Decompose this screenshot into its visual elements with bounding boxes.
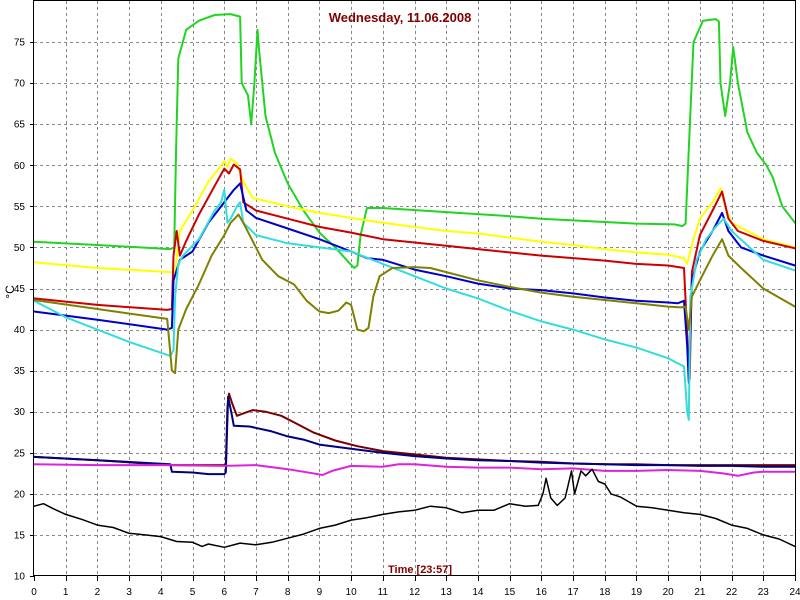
y-tick-label: 30: [14, 407, 26, 418]
x-tick-label: 10: [346, 587, 358, 598]
series-line-4: [33, 182, 796, 384]
x-tick-label: 6: [221, 587, 227, 598]
x-tick-label: 11: [378, 587, 389, 598]
y-tick-label: 65: [14, 120, 26, 131]
x-tick-label: 2: [95, 587, 101, 598]
x-tick-label: 8: [285, 587, 291, 598]
series-line-8: [33, 395, 796, 476]
x-tick-label: 1: [63, 587, 69, 598]
series-line-9: [33, 463, 796, 477]
y-tick-label: 70: [14, 79, 26, 90]
x-tick-label: 20: [663, 587, 675, 598]
x-tick-label: 16: [536, 587, 548, 598]
x-tick-label: 23: [758, 587, 770, 598]
series-line-2: [33, 157, 796, 274]
chart-title: Wednesday, 11.06.2008: [329, 10, 472, 25]
x-tick-label: 13: [441, 587, 453, 598]
x-tick-label: 21: [694, 587, 706, 598]
x-tick-label: 14: [472, 587, 484, 598]
x-tick-label: 7: [253, 587, 259, 598]
series-line-5: [33, 188, 796, 421]
x-tick-label: 17: [567, 587, 579, 598]
y-axis-ticks: 10 15 20 25 30 35 40 45 50 55 60 65 70 75: [14, 38, 34, 583]
series-line-7: [33, 392, 796, 467]
series-line-10: [33, 468, 796, 549]
y-tick-label: 75: [14, 38, 26, 49]
x-tick-label: 4: [158, 587, 164, 598]
x-tick-label: 15: [504, 587, 516, 598]
series-group: [33, 13, 796, 549]
x-tick-label: 22: [726, 587, 738, 598]
y-tick-label: 45: [14, 284, 26, 295]
y-axis-label: °C: [3, 285, 17, 299]
plot-frame: [33, 0, 796, 576]
x-tick-label: 12: [409, 587, 421, 598]
x-tick-label: 19: [631, 587, 643, 598]
series-line-1: [33, 13, 796, 269]
grid: [34, 1, 795, 576]
y-tick-label: 15: [14, 530, 26, 541]
x-tick-label: 3: [126, 587, 132, 598]
series-line-6: [33, 213, 796, 375]
x-tick-label: 24: [789, 587, 800, 598]
y-tick-label: 40: [14, 325, 26, 336]
x-tick-label: 9: [317, 587, 323, 598]
y-tick-label: 10: [14, 572, 26, 583]
y-tick-label: 50: [14, 243, 26, 254]
y-tick-label: 60: [14, 161, 26, 172]
x-tick-label: 5: [190, 587, 196, 598]
y-tick-label: 35: [14, 366, 26, 377]
x-tick-label: 18: [599, 587, 611, 598]
y-tick-label: 25: [14, 448, 26, 459]
x-axis-ticks: 0 1 2 3 4 5 6 7 8 9 10 11 12 13 14 15 16 17 18 19 20 21 22 23 24: [31, 576, 800, 598]
x-axis-label: Time [23:57]: [388, 564, 452, 576]
y-tick-label: 20: [14, 489, 26, 500]
series-line-3: [33, 163, 796, 380]
y-tick-label: 55: [14, 202, 26, 213]
x-tick-label: 0: [31, 587, 37, 598]
